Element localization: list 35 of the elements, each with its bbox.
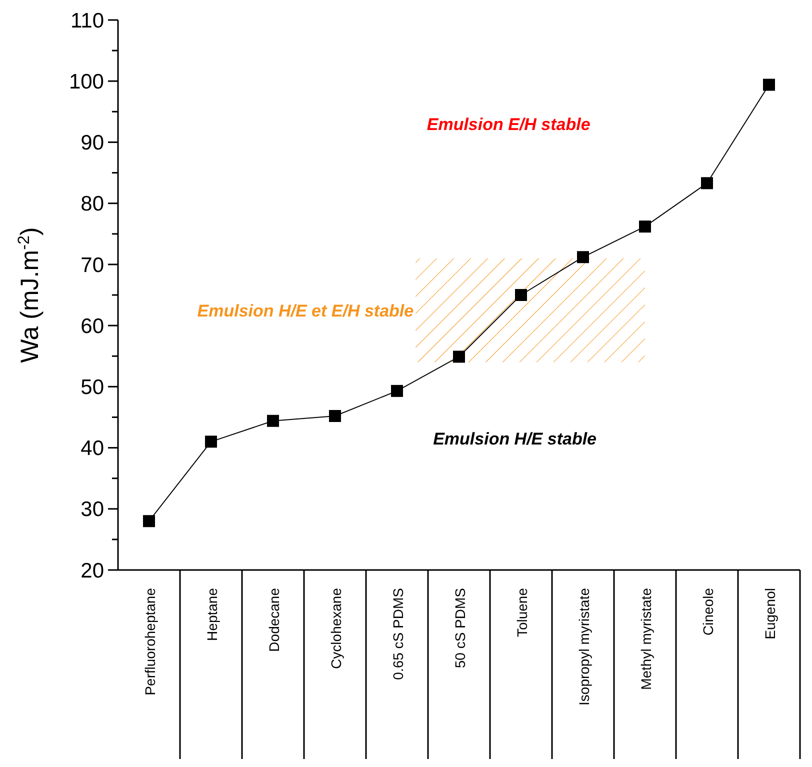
- x-tick-label: Toluene: [514, 588, 530, 638]
- y-tick-label: 50: [80, 376, 104, 400]
- point: [391, 384, 403, 397]
- y-tick-label: 70: [80, 254, 104, 277]
- y-tick-label: 90: [80, 132, 104, 155]
- point: [205, 436, 217, 448]
- point: [267, 414, 279, 427]
- point: [329, 410, 341, 422]
- annotation: Emulsion E/H stable: [426, 115, 590, 134]
- x-tick-label: Methyl myristate: [638, 588, 654, 690]
- point: [515, 289, 527, 301]
- point: [639, 220, 651, 233]
- x-tick-label: Heptane: [204, 588, 220, 641]
- point: [453, 350, 465, 363]
- x-tick-label: Isopropyl myristate: [576, 588, 592, 706]
- point: [701, 177, 713, 190]
- y-tick-label: 30: [80, 498, 104, 522]
- y-tick-label: 100: [68, 70, 104, 94]
- point: [143, 515, 155, 528]
- y-tick-label: 20: [80, 559, 104, 582]
- annotation: Emulsion H/E stable: [433, 430, 597, 449]
- x-tick-label: Eugenol: [762, 588, 778, 640]
- y-tick-label: 110: [70, 9, 104, 32]
- x-tick-label: Cineole: [700, 588, 716, 636]
- x-tick-label: 0.65 cS PDMS: [390, 588, 406, 680]
- x-tick-label: Perfluoroheptane: [142, 588, 158, 696]
- x-tick-label: 50 cS PDMS: [452, 588, 468, 668]
- y-tick-label: 60: [80, 314, 104, 338]
- point: [577, 251, 589, 264]
- y-tick-label: 80: [80, 192, 104, 216]
- y-tick-label: 40: [80, 437, 104, 460]
- band-label: Emulsion H/E et E/H stable: [197, 301, 414, 320]
- x-tick-label: Dodecane: [266, 588, 282, 652]
- point: [763, 78, 775, 91]
- x-tick-label: Cyclohexane: [328, 588, 344, 669]
